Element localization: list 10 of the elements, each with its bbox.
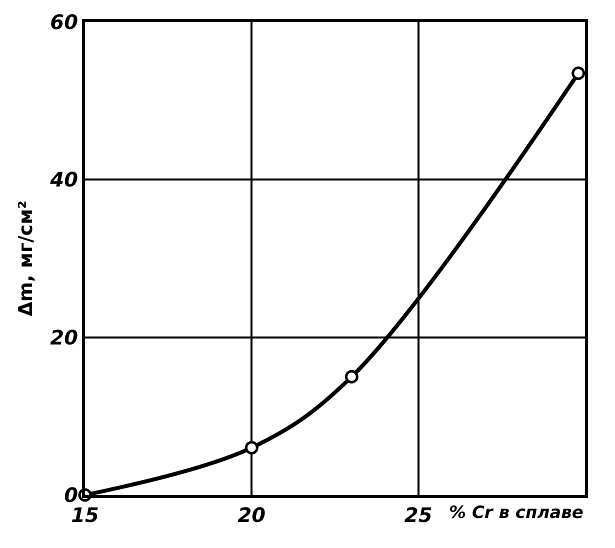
x-tick-label: 25 bbox=[404, 503, 432, 527]
y-tick-label: 20 bbox=[50, 325, 78, 350]
point bbox=[572, 66, 586, 80]
point bbox=[344, 370, 358, 384]
x-tick-label: 20 bbox=[238, 503, 266, 527]
y-axis-title: Δm, мг/см² bbox=[15, 200, 38, 316]
x-axis-title: % Cr в сплаве bbox=[449, 503, 584, 523]
y-tick-label: 60 bbox=[50, 10, 78, 34]
point bbox=[244, 440, 258, 454]
y-tick-label: 40 bbox=[49, 168, 78, 192]
